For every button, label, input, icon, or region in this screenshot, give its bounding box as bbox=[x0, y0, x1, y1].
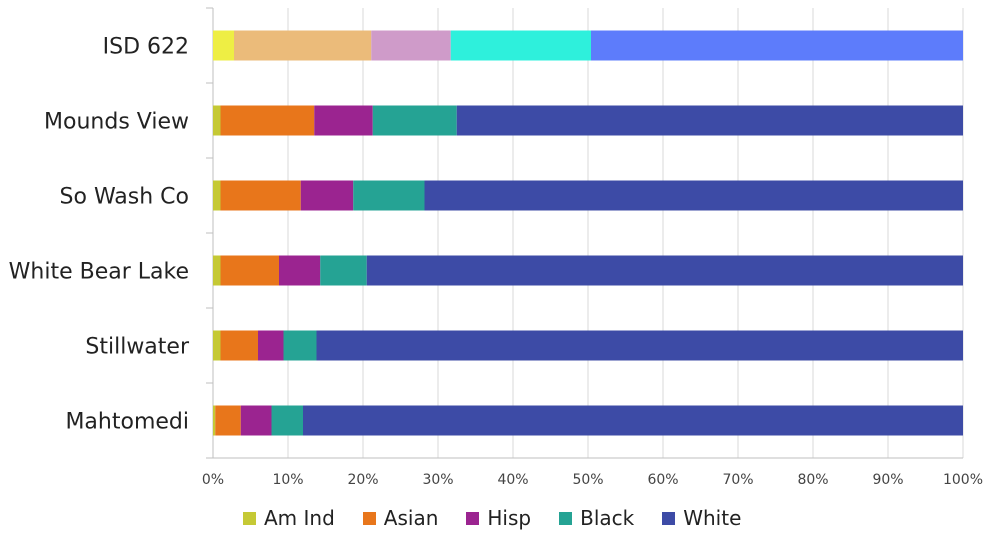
legend-item: Am Ind bbox=[243, 506, 335, 530]
bar-segment bbox=[456, 105, 963, 136]
category-label: ISD 622 bbox=[103, 35, 189, 60]
bar-segment bbox=[320, 255, 367, 286]
legend-swatch bbox=[559, 511, 573, 525]
legend-item: Black bbox=[559, 506, 634, 530]
x-tick-label: 100% bbox=[943, 472, 983, 488]
bar-segment bbox=[213, 330, 221, 361]
category-label: Mounds View bbox=[44, 110, 189, 135]
legend-label: Hisp bbox=[487, 506, 532, 530]
legend: Am Ind Asian Hisp Black White bbox=[243, 506, 769, 530]
legend-swatch bbox=[243, 511, 256, 525]
x-tick-label: 30% bbox=[422, 472, 453, 488]
bar-segment bbox=[283, 330, 317, 361]
legend-swatch bbox=[362, 511, 376, 525]
legend-label: White bbox=[683, 506, 742, 530]
legend-label: Am Ind bbox=[264, 506, 335, 530]
bar-segment bbox=[314, 105, 373, 136]
x-tick-label: 10% bbox=[272, 472, 303, 488]
bar-segment bbox=[300, 180, 354, 211]
legend-swatch bbox=[466, 511, 480, 525]
x-tick-label: 0% bbox=[202, 472, 224, 488]
bar-segment bbox=[213, 405, 216, 436]
category-label: White Bear Lake bbox=[9, 260, 189, 285]
category-label: So Wash Co bbox=[60, 185, 189, 210]
legend-swatch bbox=[662, 511, 676, 525]
legend-item: White bbox=[662, 506, 741, 530]
bar-segment bbox=[371, 30, 451, 61]
bar-segment bbox=[279, 255, 321, 286]
bar-segment bbox=[213, 255, 221, 286]
bar-segment bbox=[213, 30, 234, 61]
x-tick-label: 40% bbox=[497, 472, 528, 488]
bar-segment bbox=[372, 105, 457, 136]
bar-segment bbox=[366, 255, 963, 286]
x-tick-label: 70% bbox=[722, 472, 753, 488]
legend-item: Asian bbox=[362, 506, 439, 530]
category-label: Mahtomedi bbox=[65, 410, 189, 435]
bar-segment bbox=[316, 330, 963, 361]
x-tick-label: 60% bbox=[647, 472, 678, 488]
bar-segment bbox=[220, 105, 315, 136]
bar-segment bbox=[213, 180, 221, 211]
bar-segment bbox=[591, 30, 963, 61]
x-tick-label: 20% bbox=[347, 472, 378, 488]
bar-segment bbox=[353, 180, 425, 211]
x-tick-label: 50% bbox=[572, 472, 603, 488]
bar-segment bbox=[220, 255, 279, 286]
legend-label: Black bbox=[580, 506, 635, 530]
bar-segment bbox=[303, 405, 963, 436]
bar-segment bbox=[424, 180, 963, 211]
bar-segment bbox=[220, 180, 301, 211]
bar-segment bbox=[450, 30, 591, 61]
bar-segment bbox=[220, 330, 258, 361]
category-label: Stillwater bbox=[85, 335, 190, 360]
legend-label: Asian bbox=[383, 506, 439, 530]
x-tick-label: 80% bbox=[797, 472, 828, 488]
bar-segment bbox=[215, 405, 241, 436]
bar-segment bbox=[271, 405, 303, 436]
legend-item: Hisp bbox=[466, 506, 531, 530]
x-tick-label: 90% bbox=[872, 472, 903, 488]
bar-segment bbox=[234, 30, 372, 61]
bar-segment bbox=[240, 405, 272, 436]
bar-segment bbox=[213, 105, 221, 136]
bar-segment bbox=[258, 330, 284, 361]
